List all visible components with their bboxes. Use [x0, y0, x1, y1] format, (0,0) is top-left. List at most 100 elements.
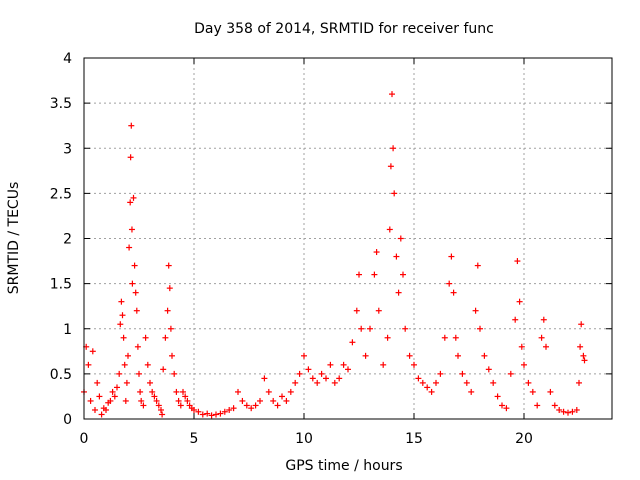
data-point [87, 397, 94, 404]
data-point [580, 352, 587, 359]
data-point [411, 361, 417, 368]
data-point [424, 384, 431, 391]
data-point [481, 352, 488, 359]
data-point [358, 325, 365, 332]
data-point [94, 379, 101, 386]
data-point [166, 285, 173, 292]
data-point [551, 402, 558, 409]
data-point [547, 388, 554, 395]
x-axis-ticks: 0 5 10 15 20 [80, 58, 533, 447]
grid-lines [84, 58, 612, 419]
data-point [208, 412, 215, 419]
data-point [138, 397, 145, 404]
data-point [142, 334, 149, 341]
data-point [274, 402, 281, 409]
data-point [441, 334, 448, 341]
y-tick-label: 2 [63, 232, 72, 248]
data-point [155, 402, 162, 409]
data-point [415, 375, 422, 382]
data-point [153, 397, 160, 404]
y-tick-label: 3 [63, 141, 72, 157]
data-point [159, 411, 166, 418]
data-point [331, 379, 338, 386]
data-point [123, 379, 130, 386]
data-point [446, 280, 453, 287]
data-point [221, 408, 228, 415]
data-point [127, 199, 134, 206]
data-point [573, 406, 580, 413]
data-point [287, 388, 294, 395]
data-point [173, 388, 180, 395]
data-point [239, 397, 246, 404]
data-point [184, 397, 191, 404]
data-point [406, 352, 413, 359]
data-point [130, 194, 137, 201]
data-point [400, 271, 406, 278]
data-point [134, 343, 141, 350]
data-point [384, 334, 391, 341]
data-point [127, 154, 134, 161]
data-point [111, 393, 118, 400]
x-axis-label: GPS time / hours [285, 458, 402, 474]
data-point [98, 411, 105, 418]
data-point [171, 370, 178, 377]
data-point [107, 397, 114, 404]
data-point [472, 307, 479, 314]
data-point [578, 321, 585, 328]
data-point [230, 405, 237, 412]
data-point [560, 408, 567, 415]
data-point [336, 375, 343, 382]
data-point [448, 253, 455, 260]
data-point [503, 405, 510, 412]
data-point [490, 379, 497, 386]
data-point [375, 307, 382, 314]
data-point [96, 393, 103, 400]
data-point [120, 334, 127, 341]
data-point [477, 325, 483, 332]
y-tick-label: 0 [63, 412, 72, 428]
data-point [158, 406, 164, 413]
data-point [373, 249, 380, 256]
data-point [390, 145, 397, 152]
data-point [386, 226, 393, 233]
data-point [538, 334, 545, 341]
y-tick-label: 2.5 [50, 186, 72, 202]
data-point [525, 379, 532, 386]
data-point [132, 289, 139, 296]
y-tick-label: 0.5 [50, 367, 72, 383]
data-point [419, 379, 426, 386]
x-tick-label: 5 [190, 431, 199, 447]
data-point [345, 366, 351, 373]
data-point [556, 406, 563, 413]
data-point [389, 91, 395, 98]
data-points [81, 91, 588, 419]
data-point [494, 393, 501, 400]
data-point [125, 352, 131, 359]
data-point [367, 325, 373, 332]
y-tick-label: 3.5 [50, 96, 72, 112]
data-point [114, 384, 120, 391]
y-axis-label: SRMTID / TECUs [6, 182, 22, 295]
data-point [543, 343, 549, 350]
x-tick-label: 10 [295, 431, 313, 447]
data-point [226, 406, 233, 413]
data-point [270, 397, 277, 404]
data-point [128, 122, 135, 129]
data-point [133, 307, 140, 314]
data-point [565, 409, 571, 416]
data-point [126, 244, 133, 251]
data-point [199, 411, 206, 418]
data-point [402, 325, 409, 332]
data-point [164, 307, 171, 314]
data-point [147, 379, 153, 386]
data-point [128, 226, 135, 233]
x-tick-label: 20 [515, 431, 533, 447]
data-point [485, 366, 492, 373]
data-point [265, 388, 272, 395]
data-point [387, 163, 394, 170]
y-tick-label: 1.5 [50, 277, 72, 293]
data-point [151, 393, 158, 400]
data-point [296, 370, 303, 377]
